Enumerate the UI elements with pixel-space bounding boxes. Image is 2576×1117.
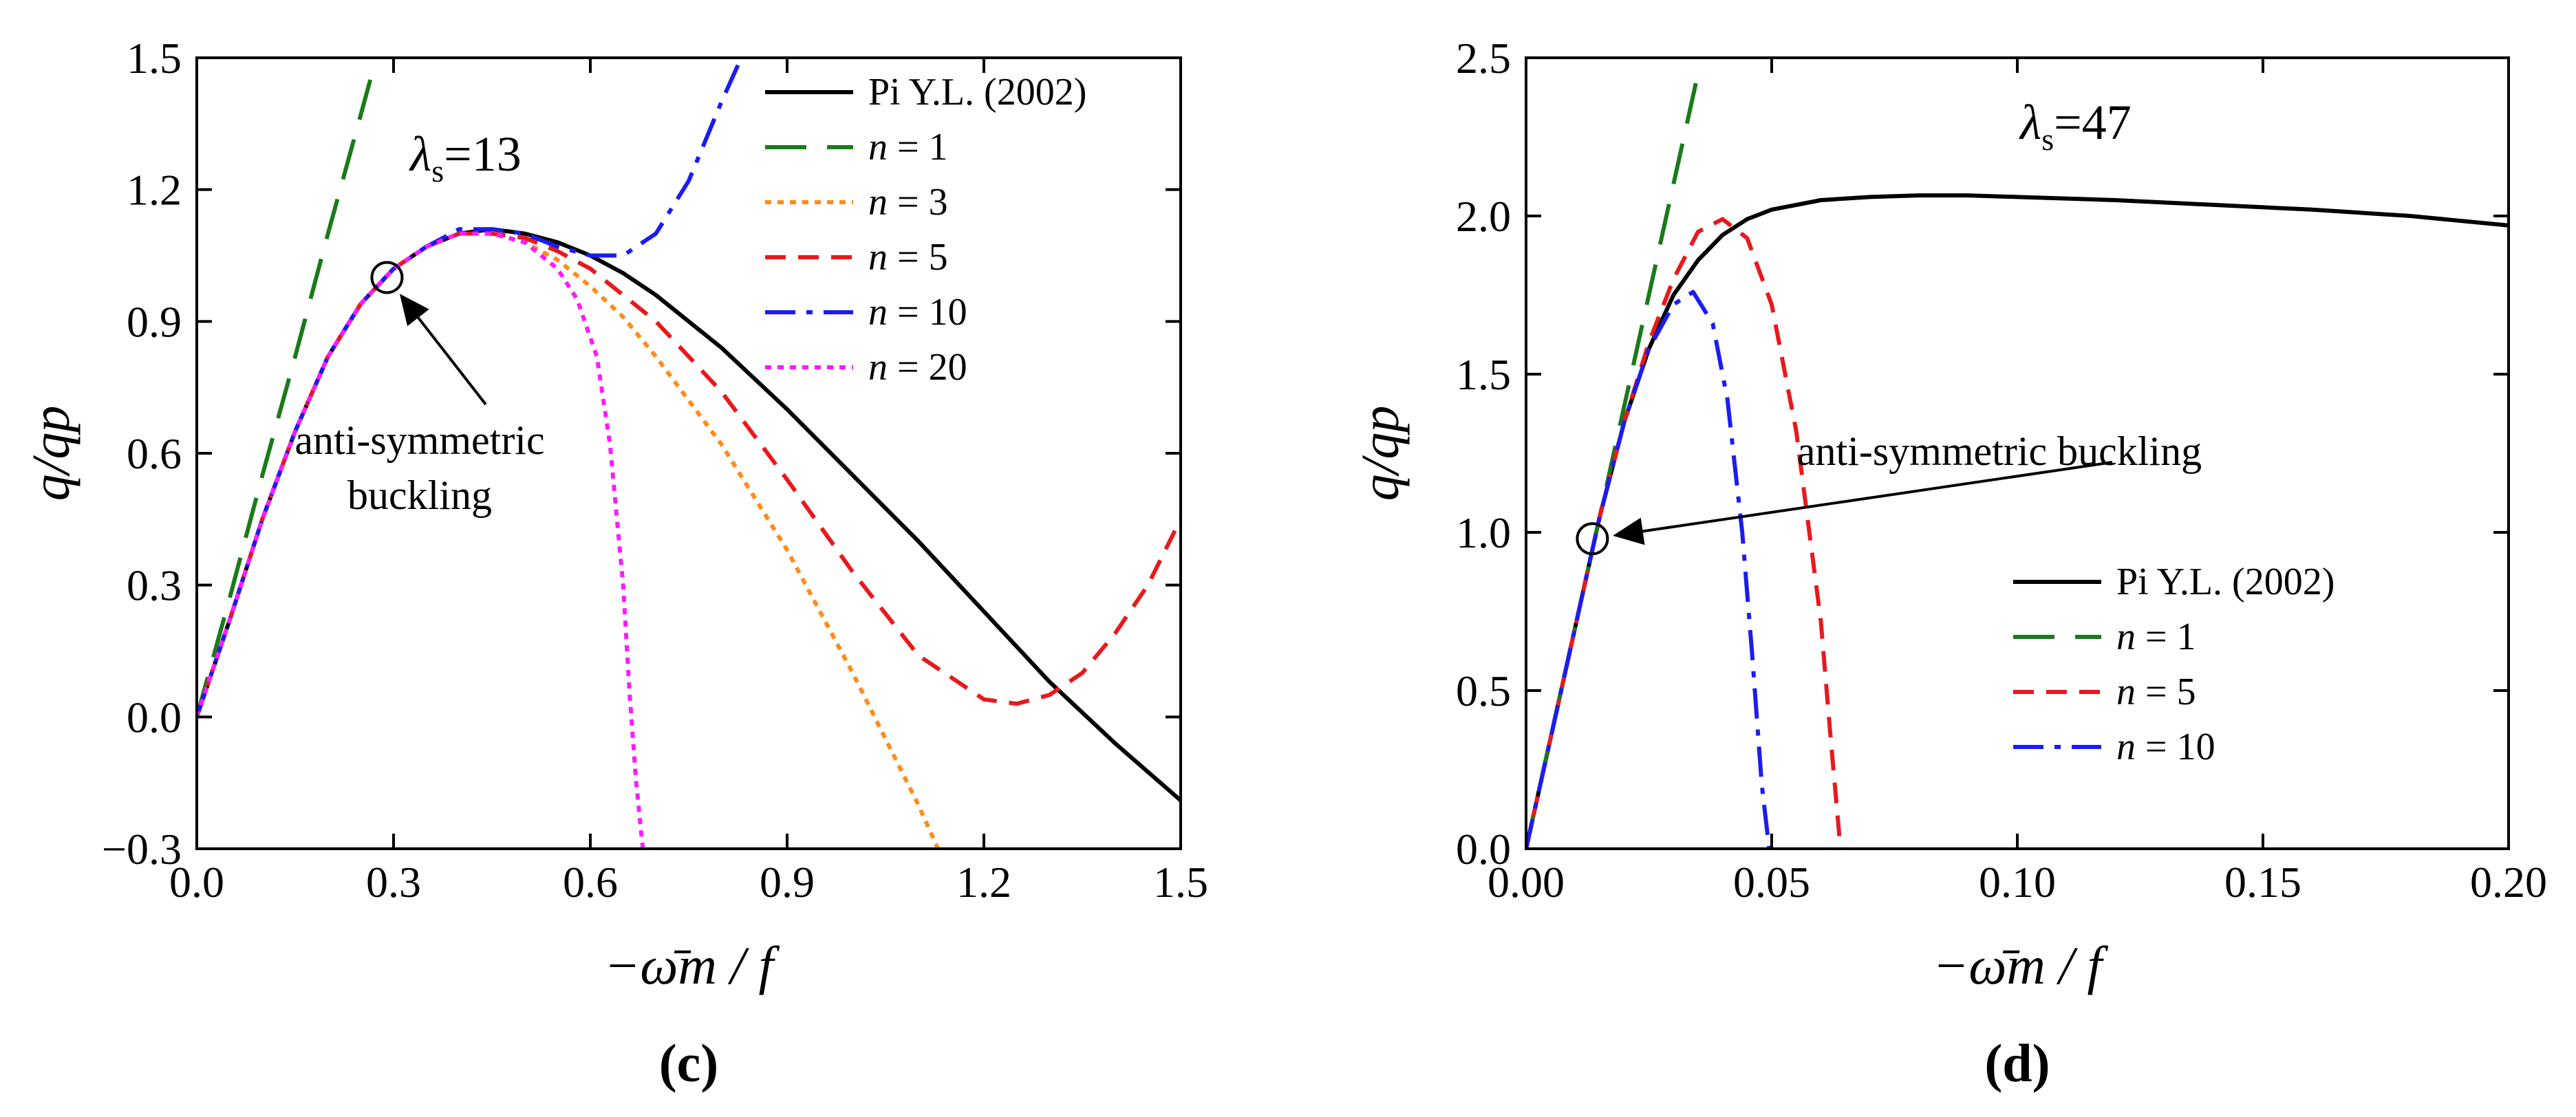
y-tick-label: 0.0	[127, 693, 182, 741]
x-tick-label: 0.20	[2470, 858, 2547, 907]
y-tick-label: 1.5	[1456, 350, 1511, 399]
legend-n-value: = 5	[2136, 671, 2196, 713]
legend-n-symbol: n	[868, 181, 888, 224]
x-tick-label: 0.9	[760, 858, 815, 907]
x-axis-title: −ω̄m / f	[604, 935, 780, 995]
parameter-label: λs=13	[409, 127, 522, 188]
y-tick-label: 2.5	[1456, 34, 1511, 83]
y-tick-label: 0.0	[1456, 825, 1511, 874]
annotation-arrow-line	[411, 309, 487, 406]
x-tick-label: 0.6	[563, 858, 618, 907]
legend-label-1: Pi Y.L. (2002)	[2116, 561, 2334, 603]
legend-n-value: = 1	[888, 126, 948, 169]
legend-n-value: = 10	[2136, 726, 2215, 768]
legend-n-symbol: n	[868, 346, 888, 389]
legend-n-symbol: n	[868, 291, 888, 334]
x-axis-title: −ω̄m / f	[1933, 935, 2109, 995]
y-tick-label: 1.0	[1456, 508, 1511, 557]
annotation-arrow-head	[1613, 517, 1645, 545]
buckling-point-marker	[370, 261, 404, 294]
legend-label-4: n = 5	[868, 236, 948, 279]
legend-label-3: n = 3	[868, 181, 948, 224]
legend-n-value: = 3	[888, 181, 948, 224]
series-line-5	[197, 58, 744, 718]
series-line-6	[197, 231, 645, 849]
series-group	[1526, 73, 2509, 849]
y-tick-label: 1.2	[127, 166, 182, 215]
y-tick-label: 0.3	[127, 561, 182, 610]
chart-panel-c: 0.0 0.3 0.6 0.9 1.2 1.5−0.30.00.30.60.91.21.5…	[21, 34, 1208, 1093]
legend-label-3: n = 5	[2116, 671, 2196, 713]
legend-label-2: n = 1	[2116, 616, 2196, 658]
x-tick-label: 0.15	[2224, 858, 2301, 907]
series-line-4	[1526, 290, 1772, 849]
series-line-4	[197, 231, 1181, 718]
legend-label-6: n = 20	[868, 346, 967, 389]
x-tick-label: 1.5	[1153, 858, 1208, 907]
buckling-point-marker	[1576, 522, 1609, 556]
x-tick-label: 0.10	[1979, 858, 2056, 907]
legend-n-symbol: n	[868, 126, 888, 169]
series-group	[197, 58, 1181, 849]
parameter-value: =47	[2054, 95, 2132, 150]
x-tick-label: 0.0	[169, 858, 224, 907]
series-line-3	[1526, 217, 1843, 849]
series-line-1	[197, 227, 1181, 802]
parameter-subscript: s	[2041, 122, 2054, 157]
y-tick-label: −0.3	[102, 825, 182, 874]
legend-label-4: n = 10	[2116, 726, 2215, 768]
series-line-1	[1526, 193, 2509, 849]
y-axis-title: q/qp	[1350, 406, 1410, 501]
annotation-text: anti-symmetric buckling	[1797, 429, 2202, 474]
legend-label-1: Pi Y.L. (2002)	[868, 71, 1086, 113]
y-tick-label: 0.9	[127, 297, 182, 346]
legend-label-2: n = 1	[868, 126, 948, 169]
series-line-2	[197, 66, 376, 718]
legend-n-value: = 20	[888, 346, 967, 389]
x-tick-label: 0.05	[1733, 858, 1810, 907]
parameter-symbol: λ	[409, 127, 431, 182]
annotation-text: buckling	[347, 473, 492, 518]
panel-label: (c)	[659, 1033, 719, 1093]
y-tick-label: 1.5	[127, 34, 182, 83]
legend-n-value: = 10	[888, 291, 967, 334]
y-tick-label: 2.0	[1456, 192, 1511, 241]
annotation-arrow-head	[399, 294, 429, 327]
series-line-3	[197, 231, 941, 849]
chart-panel-d: 0.00 0.05 0.10 0.15 0.20 0.0 0.5 1.0 1.5 2.0 2.5 q/…	[1350, 34, 2547, 1093]
legend-n-symbol: n	[2116, 671, 2136, 713]
parameter-label: λs=47	[2019, 95, 2132, 157]
parameter-value: =13	[444, 127, 522, 182]
legend-n-value: = 5	[888, 236, 948, 279]
y-tick-label: 0.6	[127, 429, 182, 478]
y-tick-label: 0.5	[1456, 666, 1511, 715]
annotation-arrow-line	[1633, 461, 2113, 534]
parameter-symbol: λ	[2019, 95, 2041, 150]
legend-n-value: = 1	[2136, 616, 2196, 658]
parameter-subscript: s	[431, 153, 444, 188]
y-axis-title: q/qp	[21, 406, 80, 501]
panel-label: (d)	[1984, 1033, 2050, 1093]
x-tick-label: 0.3	[366, 858, 421, 907]
x-tick-label: 0.00	[1488, 858, 1565, 907]
annotation-text: anti-symmetric	[294, 417, 544, 463]
legend-n-symbol: n	[2116, 616, 2136, 658]
legend-label-5: n = 10	[868, 291, 967, 334]
legend-n-symbol: n	[2116, 726, 2136, 768]
legend-n-symbol: n	[868, 236, 888, 279]
x-tick-label: 1.2	[956, 858, 1011, 907]
